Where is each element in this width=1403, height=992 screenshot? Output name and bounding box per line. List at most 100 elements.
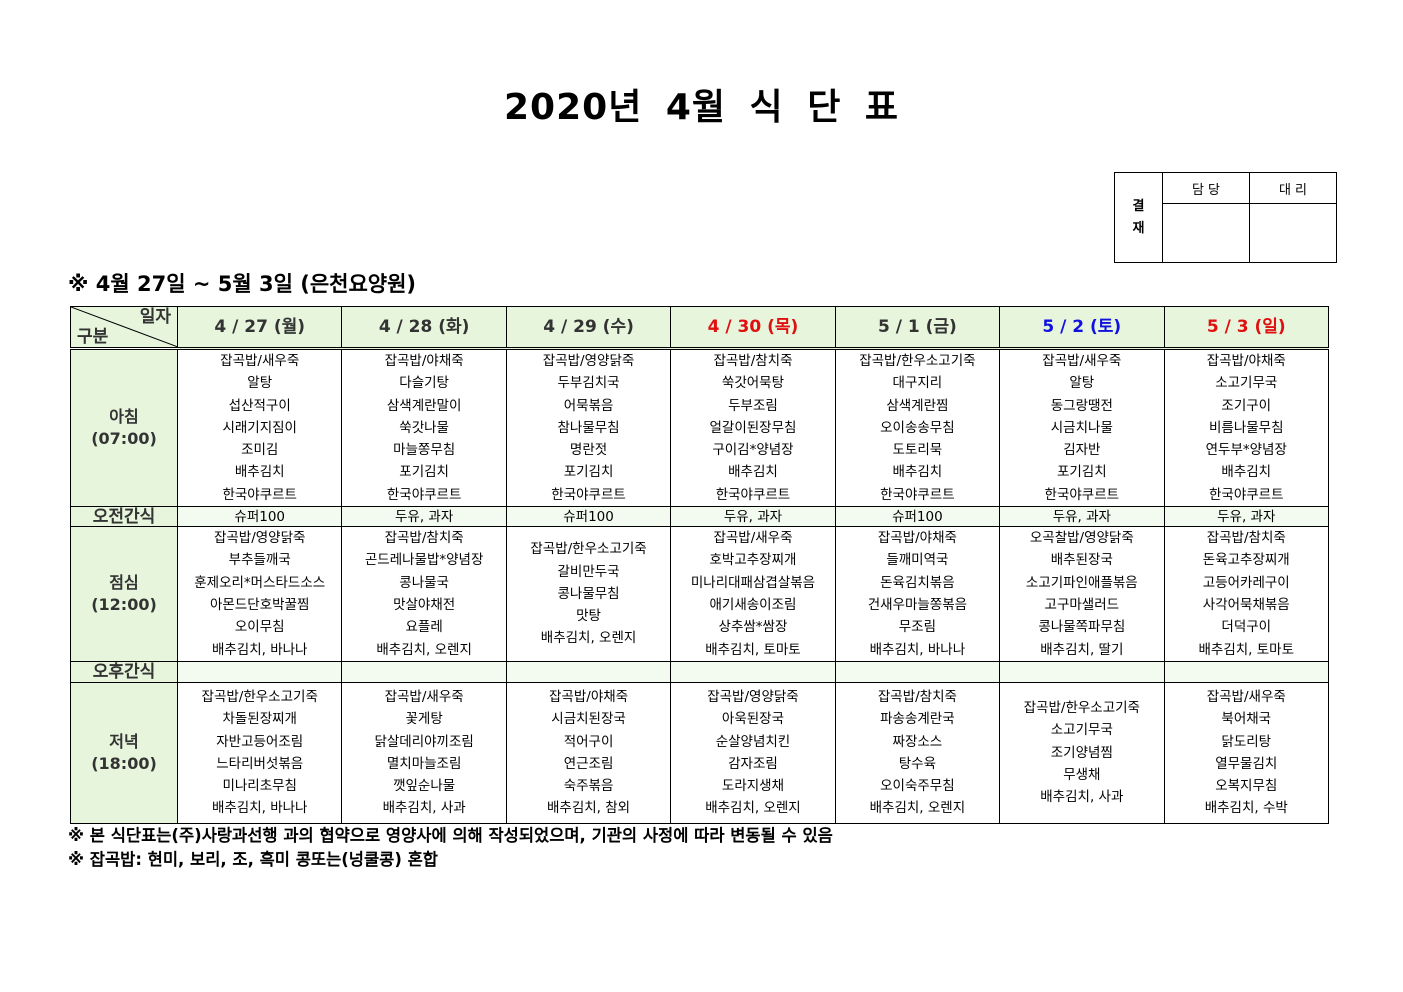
menu-item: 오곡찰밥/영양닭죽 [1029,530,1134,547]
menu-item: 연두부*양념장 [1205,442,1287,459]
menu-item: 어묵볶음 [563,397,614,414]
menu-item: 배추김치, 오렌지 [376,641,472,658]
approval-col-deputy: 대 리 [1249,172,1337,204]
menu-item: 감자조림 [728,755,778,772]
menu-cell: 잡곡밥/야채죽 들깨미역국 돈육김치볶음 건새우마늘쫑볶음 무조림 배추김치, 바나나 [834,526,1001,662]
footnote-2: ※ 잡곡밥: 현미, 보리, 조, 흑미 콩또는(넝쿨콩) 혼합 [68,850,438,869]
approval-sign-manager[interactable] [1162,203,1250,263]
menu-item: 콩나물국 [399,574,449,591]
menu-cell: 두유, 과자 [670,506,836,528]
menu-item: 잡곡밥/한우소고기죽 [530,541,647,558]
menu-item: 꽃게탕 [405,711,443,728]
menu-item: 배추된장국 [1050,552,1113,569]
menu-item: 두유, 과자 [395,508,454,525]
menu-item: 배추김치 [892,464,943,481]
menu-item: 쑥갓어묵탕 [721,375,785,392]
menu-cell: 잡곡밥/야채죽 다슬기탕 삼색계란말이 쑥갓나물 마늘쫑무침 포기김치 한국야쿠르트 [341,347,507,508]
page-title: 2020년 4월 식 단 표 [504,87,899,128]
menu-item: 아욱된장국 [721,711,785,728]
menu-item: 미나리대패삼겹살볶음 [690,574,816,591]
menu-cell: 잡곡밥/야채죽 소고기무국 조기구이 비름나물무침 연두부*양념장 배추김치 한국야쿠르트 [1163,347,1330,508]
menu-item: 잡곡밥/새우죽 [384,688,464,705]
menu-cell [670,660,836,683]
menu-item: 배추김치, 오렌지 [540,630,637,647]
menu-item: 한국야쿠르트 [551,486,626,503]
menu-item: 명란젓 [569,442,608,459]
meal-label: 오후간식 [70,660,178,683]
menu-item: 차돌된장찌개 [222,711,297,728]
menu-item: 잡곡밥/한우소고기죽 [201,688,318,705]
menu-item: 오이무침 [234,619,285,636]
meal-time: (07:00) [91,429,157,449]
menu-item: 닭도리탕 [1221,733,1272,750]
menu-item: 배추김치, 오렌지 [705,800,801,817]
corner-category-label: 구분 [77,327,109,347]
menu-item: 배추김치, 바나나 [869,641,966,658]
menu-item: 다슬기탕 [399,375,449,392]
menu-item: 배추김치 [1221,464,1272,481]
menu-item: 북어채국 [1221,711,1272,728]
menu-cell: 잡곡밥/참치죽 곤드레나물밥*양념장 콩나물국 맛살야채전 요플레 배추김치, 오렌지 [341,526,507,662]
menu-item: 잡곡밥/야채죽 [1206,353,1286,369]
menu-item: 순살양념치킨 [715,733,791,750]
menu-item: 배추김치, 사과 [382,800,466,817]
meal-name: 오후간식 [92,661,156,682]
menu-item: 깻잎순나물 [393,778,456,795]
menu-cell: 잡곡밥/참치죽 쑥갓어묵탕 두부조림 얼갈이된장무침 구이김*양념장 배추김치 한국야쿠르트 [670,347,836,508]
menu-item: 배추김치 [234,464,285,481]
menu-item: 두부조림 [728,397,778,414]
menu-cell [834,660,1001,683]
meal-row: 저녁 (18:00) 잡곡밥/한우소고기죽 차돌된장찌개 자반고등어조림 느타리버섯볶음 미… [70,681,1330,824]
menu-cell: 잡곡밥/한우소고기죽 대구지리 삼색계란찜 오이송송무침 도토리묵 배추김치 한국야쿠르트 [834,347,1001,508]
day-header: 5 / 1 (금) [834,306,1001,350]
menu-item: 연근조림 [563,755,614,772]
menu-item: 잡곡밥/한우소고기죽 [1023,700,1140,717]
menu-item: 미나리초무침 [222,778,297,795]
menu-cell: 잡곡밥/영양닭죽 두부김치국 어묵볶음 참나물무침 명란젓 포기김치 한국야쿠르트 [505,347,672,508]
menu-cell: 잡곡밥/참치죽 파송송계란국 짜장소스 탕수육 오이숙주무침 배추김치, 오렌지 [834,681,1001,824]
menu-item: 탕수육 [898,755,937,772]
meal-label: 오전간식 [70,506,178,528]
menu-item: 사각어묵채볶음 [1202,596,1290,613]
menu-item: 두유, 과자 [1052,508,1111,525]
menu-cell: 잡곡밥/영양닭죽 아욱된장국 순살양념치킨 감자조림 도라지생채 배추김치, 오렌지 [670,681,836,824]
menu-item: 짜장소스 [892,733,943,750]
menu-cell: 잡곡밥/새우죽 북어채국 닭도리탕 열무물김치 오복지무침 배추김치, 수박 [1163,681,1330,824]
menu-cell: 슈퍼100 [176,506,343,528]
menu-item: 두부김치국 [557,375,620,392]
meal-label: 점심 (12:00) [70,526,178,662]
menu-item: 잡곡밥/영양닭죽 [707,688,799,705]
menu-item: 고구마샐러드 [1044,596,1120,613]
menu-item: 소고기파인애플볶음 [1025,574,1138,591]
menu-item: 잡곡밥/참치죽 [384,530,464,547]
menu-cell [505,660,672,683]
menu-item: 잡곡밥/새우죽 [713,530,793,547]
menu-item: 무생채 [1063,767,1101,783]
menu-cell [341,660,507,683]
menu-cell: 두유, 과자 [999,506,1165,528]
menu-item: 시금치나물 [1050,419,1113,436]
menu-item: 조기구이 [1221,397,1272,414]
menu-item: 얼갈이된장무침 [709,419,797,436]
menu-item: 요플레 [405,619,443,636]
menu-item: 콩나물무침 [557,585,620,602]
menu-item: 포기김치 [563,464,614,481]
menu-cell [999,660,1165,683]
menu-cell: 잡곡밥/새우죽 호박고추장찌개 미나리대패삼겹살볶음 애기새송이조림 상추쌈*쌈장 배추김… [670,526,836,662]
menu-item: 아몬드단호박꿀찜 [210,596,310,613]
menu-item: 잡곡밥/참치죽 [713,353,793,369]
menu-cell: 잡곡밥/새우죽 꽃게탕 닭살데리야끼조림 멸치마늘조림 깻잎순나물 배추김치, 사과 [341,681,507,824]
menu-item: 느타리버섯볶음 [216,755,304,772]
period-subtitle: ※ 4월 27일 ~ 5월 3일 (은천요양원) [68,272,417,296]
menu-item: 한국야쿠르트 [1209,486,1284,503]
menu-item: 대구지리 [892,375,943,392]
meal-row: 점심 (12:00) 잡곡밥/영양닭죽 부추들깨국 훈제오리*머스타드소스 아몬드단호박꿀… [70,526,1330,662]
menu-item: 알탕 [1069,375,1095,392]
diagonal-divider [71,307,178,347]
approval-sign-deputy[interactable] [1249,203,1337,263]
menu-item: 멸치마늘조림 [386,755,462,772]
menu-item: 김자반 [1063,442,1101,459]
menu-cell: 잡곡밥/새우죽 알탕 섭산적구이 시래기지짐이 조미김 배추김치 한국야쿠르트 [176,347,343,508]
menu-cell: 잡곡밥/한우소고기죽 차돌된장찌개 자반고등어조림 느타리버섯볶음 미나리초무침 배추김치… [176,681,343,824]
meal-row: 오후간식 [70,660,1330,683]
